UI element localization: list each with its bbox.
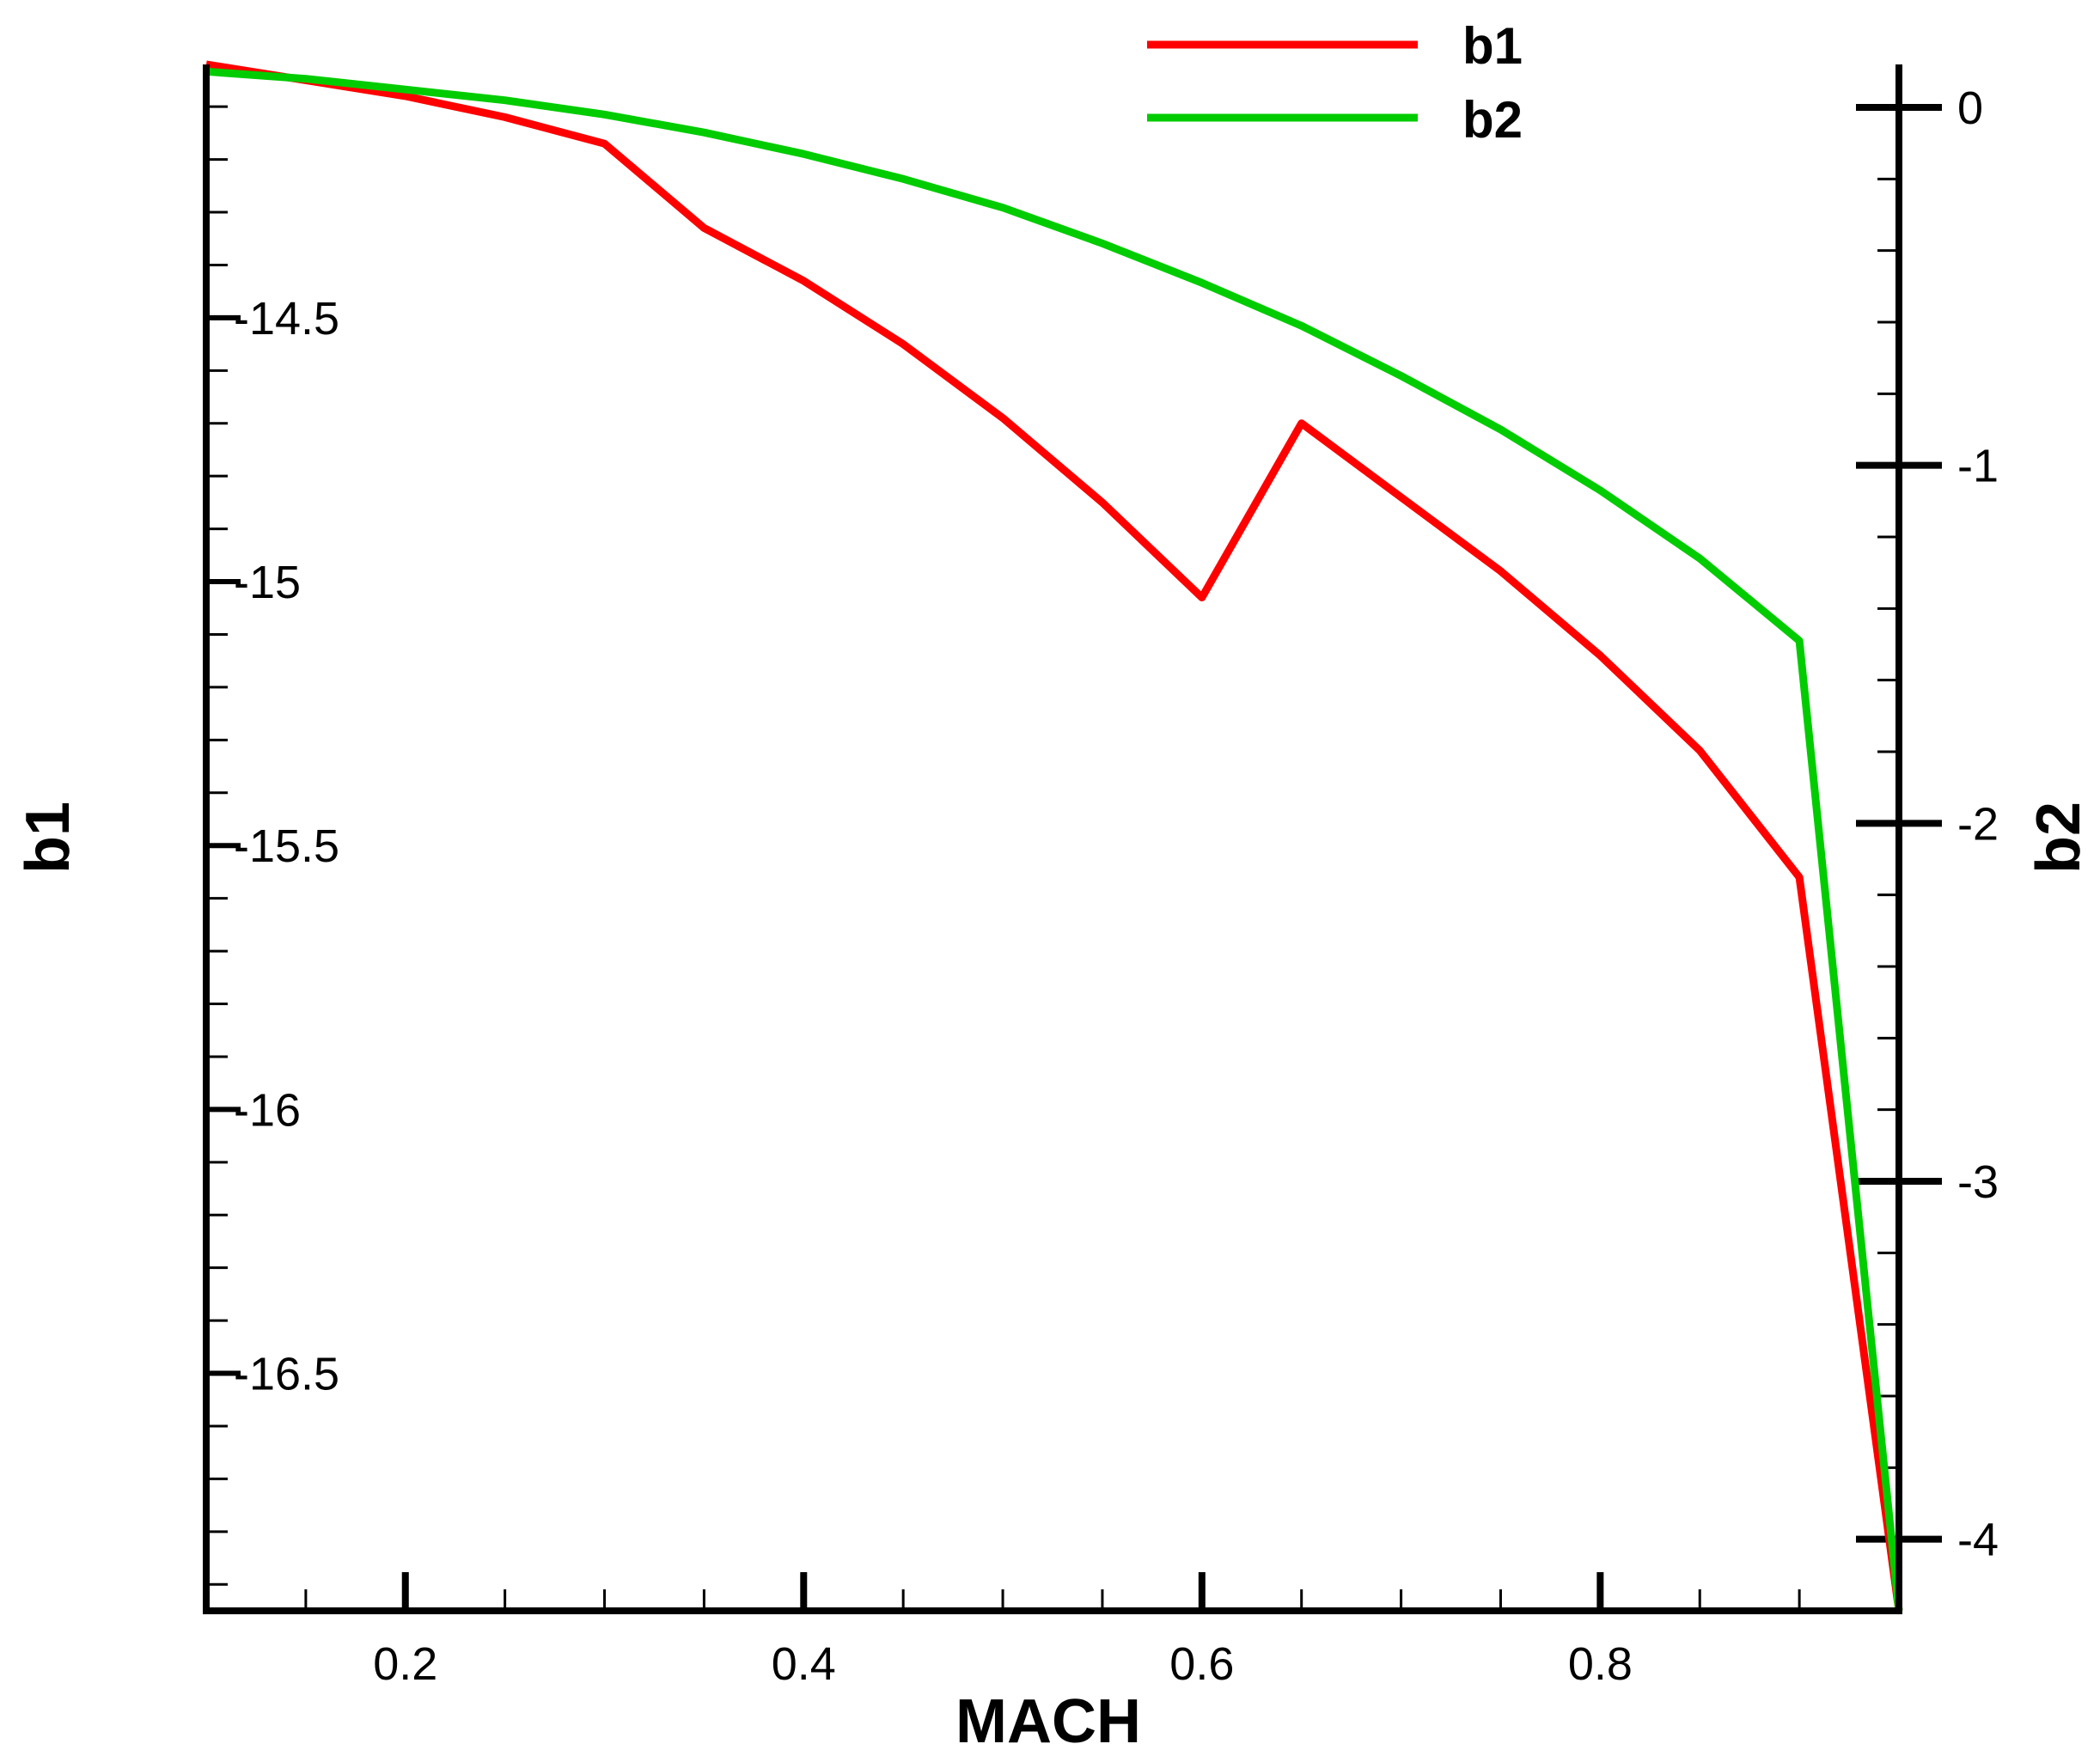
left-axis-title: b1: [14, 802, 82, 874]
legend-label-b2: b2: [1462, 91, 1523, 149]
y-right-tick-label: -3: [1957, 1156, 1999, 1208]
y-left-tick-label: -15: [234, 557, 301, 608]
y-right-tick-label: -4: [1957, 1515, 1999, 1566]
tick-marks: [205, 104, 1942, 1613]
y-left-tick-label: -16: [234, 1084, 301, 1136]
y-left-tick-label: -15.5: [234, 820, 339, 872]
x-tick-label: 0.4: [772, 1638, 836, 1690]
y-right-tick-label: -2: [1957, 798, 1999, 850]
y-left-tick-label: -14.5: [234, 293, 339, 345]
x-tick-label: 0.8: [1568, 1638, 1633, 1690]
x-tick-label: 0.6: [1169, 1638, 1234, 1690]
legend: b1 b2: [1147, 17, 1523, 149]
series-line-b1: [205, 60, 1903, 1612]
y-right-tick-label: 0: [1957, 82, 1983, 134]
y-left-tick-label: -16.5: [234, 1349, 339, 1400]
x-tick-label: 0.2: [373, 1638, 437, 1690]
right-axis-title: b2: [2024, 802, 2093, 874]
x-axis-title: MACH: [955, 1687, 1141, 1750]
series-layer: [205, 60, 1903, 1612]
axes-frame: [203, 64, 1902, 1614]
y-right-tick-label: -1: [1957, 441, 1999, 492]
tick-labels: 0.2 0.4 0.6 0.8 -14.5 -15 -15.5 -16 -16.5 0 -1 -2 -3…: [234, 82, 1999, 1690]
series-line-b2: [205, 67, 1903, 1612]
legend-label-b1: b1: [1462, 17, 1523, 75]
